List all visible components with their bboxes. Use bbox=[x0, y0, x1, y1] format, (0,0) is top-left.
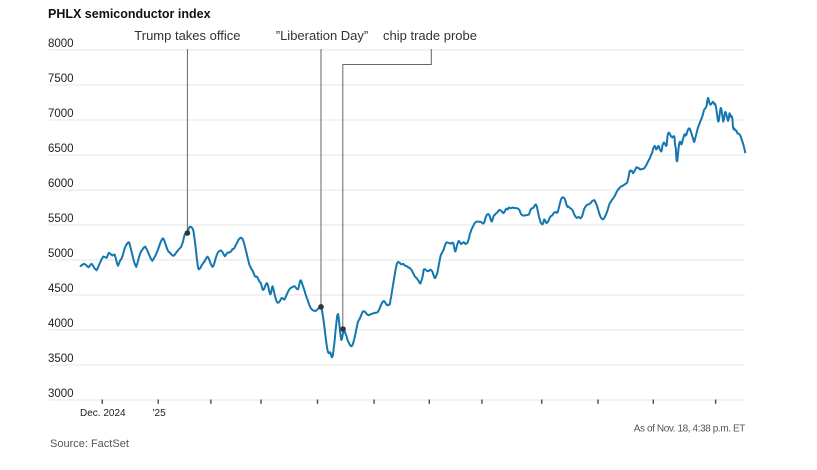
svg-text:5000: 5000 bbox=[48, 248, 74, 260]
svg-text:5500: 5500 bbox=[48, 213, 74, 225]
svg-text:3500: 3500 bbox=[48, 353, 74, 365]
svg-text:Trump takes office: Trump takes office bbox=[134, 28, 240, 43]
svg-text:chip trade probe: chip trade probe bbox=[383, 28, 477, 43]
svg-text:Source: FactSet: Source: FactSet bbox=[50, 438, 129, 450]
svg-text:PHLX semiconductor index: PHLX semiconductor index bbox=[48, 7, 211, 21]
svg-text:4500: 4500 bbox=[48, 283, 74, 295]
svg-text:7000: 7000 bbox=[48, 108, 74, 120]
svg-text:4000: 4000 bbox=[48, 318, 74, 330]
svg-text:”Liberation Day”: ”Liberation Day” bbox=[276, 28, 369, 43]
svg-text:6000: 6000 bbox=[48, 178, 74, 190]
svg-text:7500: 7500 bbox=[48, 73, 74, 85]
svg-text:As of Nov. 18, 4:38 p.m. ET: As of Nov. 18, 4:38 p.m. ET bbox=[634, 424, 746, 435]
svg-text:3000: 3000 bbox=[48, 388, 74, 400]
svg-text:8000: 8000 bbox=[48, 38, 74, 50]
svg-text:Dec. 2024: Dec. 2024 bbox=[80, 408, 126, 419]
svg-text:’25: ’25 bbox=[152, 408, 166, 419]
svg-text:6500: 6500 bbox=[48, 143, 74, 155]
